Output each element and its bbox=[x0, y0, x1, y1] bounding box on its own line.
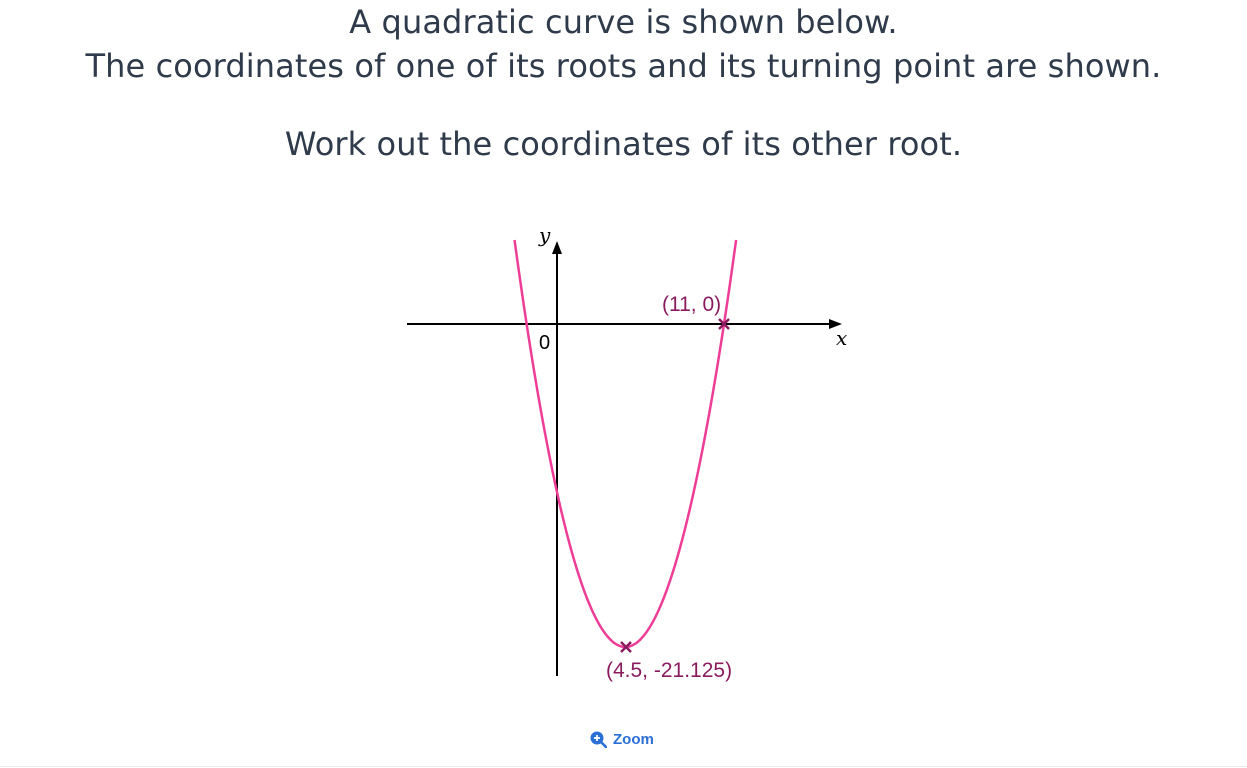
y-axis-letter: y bbox=[538, 223, 551, 247]
y-axis-arrow bbox=[552, 241, 562, 254]
turning-point-marker bbox=[620, 641, 632, 653]
x-axis-letter: x bbox=[836, 326, 847, 350]
zoom-button[interactable]: Zoom bbox=[590, 728, 654, 750]
root-marker bbox=[718, 318, 730, 330]
bottom-divider bbox=[0, 766, 1247, 767]
turning-point-label: (4.5, -21.125) bbox=[606, 659, 732, 682]
zoom-in-icon bbox=[590, 731, 607, 748]
origin-label: 0 bbox=[539, 332, 550, 354]
parabola-curve bbox=[513, 239, 738, 649]
question-line-2: The coordinates of one of its roots and … bbox=[85, 47, 1162, 85]
question-line-1: A quadratic curve is shown below. bbox=[349, 3, 898, 41]
root-label: (11, 0) bbox=[662, 293, 721, 316]
zoom-label: Zoom bbox=[613, 730, 654, 748]
x-axis-arrow bbox=[829, 319, 842, 329]
question-line-3: Work out the coordinates of its other ro… bbox=[284, 125, 963, 163]
